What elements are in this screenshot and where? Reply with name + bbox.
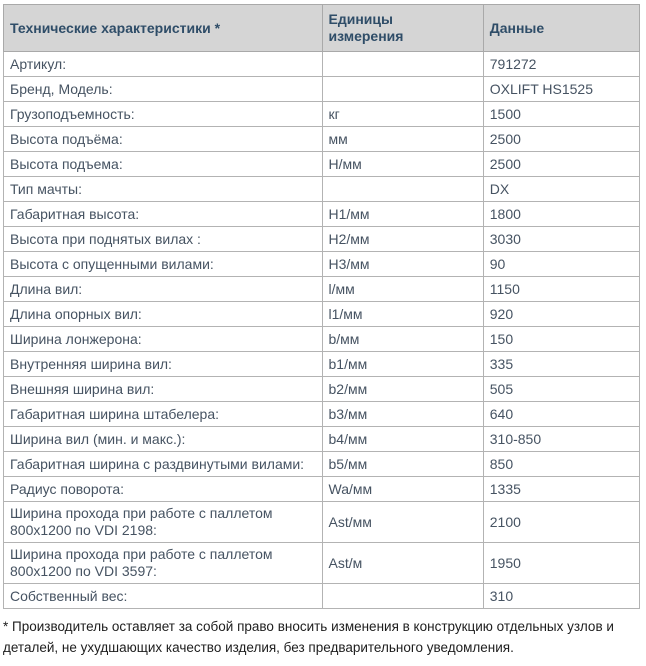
cell-value: 1335 [482,476,641,502]
table-row: Длина вил: l/мм 1150 [3,276,641,302]
column-header-data: Данные [482,4,641,52]
cell-unit: l1/мм [321,301,484,327]
table-row: Ширина лонжерона: b/мм 150 [3,326,641,352]
table-row: Ширина вил (мин. и макс.): b4/мм 310-850 [3,426,641,452]
table-row: Ширина прохода при работе с паллетом 800… [3,501,641,543]
table-row: Тип мачты: DX [3,176,641,202]
cell-value: 2500 [482,151,641,177]
cell-characteristic: Артикул: [3,51,323,77]
cell-characteristic: Ширина прохода при работе с паллетом 800… [3,501,323,543]
cell-unit: Н/мм [321,151,484,177]
cell-unit: кг [321,101,484,127]
cell-value: 640 [482,401,641,427]
cell-characteristic: Габаритная ширина с раздвинутыми вилами: [3,451,323,477]
table-row: Внешняя ширина вил: b2/мм 505 [3,376,641,402]
cell-value: 505 [482,376,641,402]
cell-unit: b5/мм [321,451,484,477]
table-row: Артикул: 791272 [3,51,641,77]
cell-unit: b1/мм [321,351,484,377]
table-row: Длина опорных вил: l1/мм 920 [3,301,641,327]
cell-characteristic: Габаритная высота: [3,201,323,227]
cell-value: 310 [482,583,641,609]
specs-table-body: Артикул: 791272 Бренд, Модель: OXLIFT HS152… [3,51,641,609]
table-row: Габаритная ширина с раздвинутыми вилами:… [3,451,641,477]
cell-characteristic: Внутренняя ширина вил: [3,351,323,377]
cell-characteristic: Бренд, Модель: [3,76,323,102]
cell-unit: b3/мм [321,401,484,427]
cell-value: 920 [482,301,641,327]
table-row: Габаритная ширина штабелера: b3/мм 640 [3,401,641,427]
table-row: Собственный вес: 310 [3,583,641,609]
cell-characteristic: Высота подъема: [3,151,323,177]
table-row: Радиус поворота: Wa/мм 1335 [3,476,641,502]
cell-characteristic: Ширина вил (мин. и макс.): [3,426,323,452]
cell-characteristic: Ширина прохода при работе с паллетом 800… [3,542,323,584]
cell-unit [321,51,484,77]
cell-value: 1150 [482,276,641,302]
cell-characteristic: Высота подъёма: [3,126,323,152]
table-row: Высота с опущенными вилами: Н3/мм 90 [3,251,641,277]
cell-characteristic: Ширина лонжерона: [3,326,323,352]
cell-value: 1950 [482,542,641,584]
cell-characteristic: Внешняя ширина вил: [3,376,323,402]
cell-value: 310-850 [482,426,641,452]
cell-unit: Н1/мм [321,201,484,227]
cell-unit [321,76,484,102]
table-row: Высота подъема: Н/мм 2500 [3,151,641,177]
table-row: Грузоподъемность: кг 1500 [3,101,641,127]
cell-value: OXLIFT HS1525 [482,76,641,102]
table-row: Высота при поднятых вилах : Н2/мм 3030 [3,226,641,252]
cell-value: 1500 [482,101,641,127]
cell-characteristic: Длина опорных вил: [3,301,323,327]
cell-value: 791272 [482,51,641,77]
table-row: Бренд, Модель: OXLIFT HS1525 [3,76,641,102]
footnote: * Производитель оставляет за собой право… [3,619,614,655]
column-header-characteristics: Технические характеристики * [3,4,323,52]
cell-unit: b2/мм [321,376,484,402]
cell-value: 90 [482,251,641,277]
column-header-units: Единицы измерения [321,4,484,52]
cell-unit: b4/мм [321,426,484,452]
cell-unit: Ast/м [321,542,484,584]
cell-characteristic: Тип мачты: [3,176,323,202]
cell-characteristic: Радиус поворота: [3,476,323,502]
cell-value: 3030 [482,226,641,252]
cell-characteristic: Габаритная ширина штабелера: [3,401,323,427]
cell-value: 335 [482,351,641,377]
cell-unit: Н3/мм [321,251,484,277]
cell-unit: мм [321,126,484,152]
cell-unit: Н2/мм [321,226,484,252]
cell-characteristic: Длина вил: [3,276,323,302]
cell-unit [321,583,484,609]
cell-unit: Wa/мм [321,476,484,502]
table-row: Внутренняя ширина вил: b1/мм 335 [3,351,641,377]
table-row: Ширина прохода при работе с паллетом 800… [3,542,641,584]
cell-value: 150 [482,326,641,352]
table-row: Габаритная высота: Н1/мм 1800 [3,201,641,227]
cell-value: 1800 [482,201,641,227]
cell-value: 2500 [482,126,641,152]
cell-value: 850 [482,451,641,477]
cell-unit: b/мм [321,326,484,352]
table-header-row: Технические характеристики * Единицы изм… [3,4,641,52]
table-row: Высота подъёма: мм 2500 [3,126,641,152]
cell-unit: l/мм [321,276,484,302]
cell-characteristic: Грузоподъемность: [3,101,323,127]
cell-value: 2100 [482,501,641,543]
cell-characteristic: Высота при поднятых вилах : [3,226,323,252]
cell-characteristic: Собственный вес: [3,583,323,609]
cell-value: DX [482,176,641,202]
cell-unit: Ast/мм [321,501,484,543]
specs-table: Технические характеристики * Единицы изм… [3,4,641,609]
cell-unit [321,176,484,202]
cell-characteristic: Высота с опущенными вилами: [3,251,323,277]
